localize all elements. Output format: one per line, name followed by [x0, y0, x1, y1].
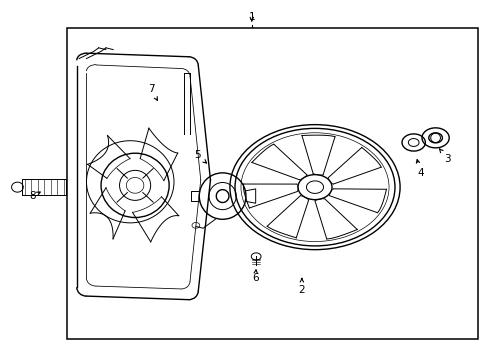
Text: 6: 6 [251, 270, 258, 283]
Text: 8: 8 [30, 191, 40, 201]
Text: 5: 5 [194, 150, 206, 163]
Text: 1: 1 [248, 13, 255, 22]
Text: 3: 3 [439, 149, 450, 163]
Text: 4: 4 [415, 159, 423, 178]
Text: 7: 7 [147, 84, 157, 100]
Bar [67, 28, 477, 339]
Text: 2: 2 [298, 279, 305, 295]
